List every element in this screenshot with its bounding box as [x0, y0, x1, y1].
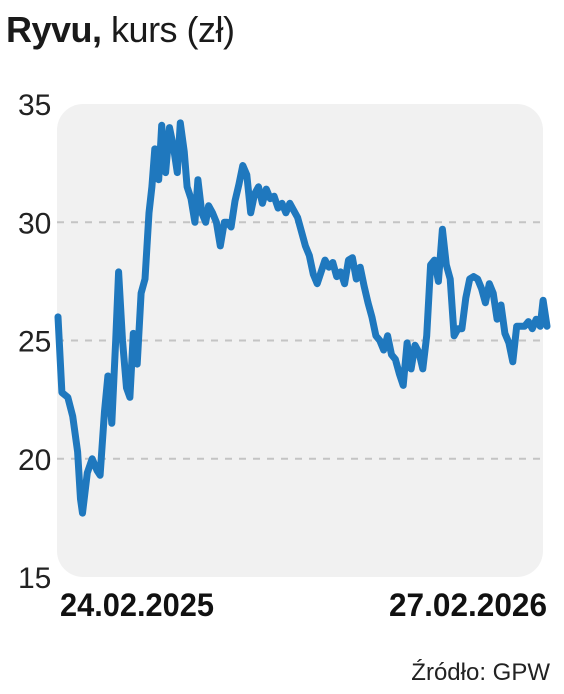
y-tick-label: 35: [18, 89, 51, 122]
x-tick-label-end: 27.02.2026: [389, 587, 547, 623]
y-axis-ticks: 15 20 25 30 35: [18, 89, 51, 595]
y-tick-label: 15: [18, 562, 51, 595]
y-tick-label: 25: [18, 326, 51, 359]
title-company: Ryvu,: [6, 9, 102, 50]
series-line: [54, 119, 551, 517]
source-note: Źródło: GPW: [411, 659, 550, 686]
x-axis-ticks: 24.02.2025 27.02.2026: [60, 587, 547, 623]
chart-title: Ryvu, kurs (zł): [6, 8, 235, 52]
y-tick-label: 30: [18, 207, 51, 240]
y-tick-label: 20: [18, 444, 51, 477]
data-series: [54, 119, 551, 517]
x-tick-label-start: 24.02.2025: [60, 587, 214, 623]
title-subtitle: kurs (zł): [101, 9, 235, 50]
